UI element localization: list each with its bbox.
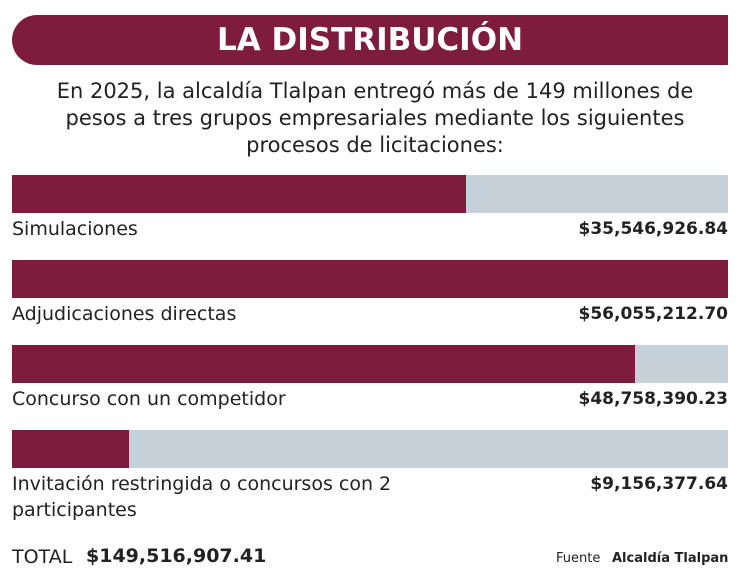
subtitle: En 2025, la alcaldía Tlalpan entregó más…: [56, 79, 694, 157]
value-label: $9,156,377.64: [590, 474, 728, 494]
source: Alcaldía Tlalpan: [612, 551, 729, 566]
value-label: $48,758,390.23: [578, 389, 729, 409]
category-label: Simulaciones: [12, 218, 138, 240]
category-label: Adjudicaciones directas: [12, 303, 237, 325]
bar: [12, 260, 728, 298]
bar-track: [12, 175, 728, 213]
bar-track: [12, 260, 728, 298]
bar-track: [12, 345, 728, 383]
source-label: Fuente: [556, 551, 601, 566]
bar-track: [12, 430, 728, 468]
category-label: Invitación restringida o concursos con 2…: [12, 473, 392, 521]
value-label: $56,055,212.70: [578, 304, 729, 324]
bar: [12, 430, 129, 468]
total-label: TOTAL: [12, 546, 73, 568]
value-label: $35,546,926.84: [578, 219, 729, 239]
chart-title: LA DISTRIBUCIÓN: [12, 15, 728, 65]
category-label: Concurso con un competidor: [12, 388, 286, 410]
total-value: $149,516,907.41: [86, 545, 267, 567]
bar: [12, 345, 635, 383]
bar: [12, 175, 467, 213]
